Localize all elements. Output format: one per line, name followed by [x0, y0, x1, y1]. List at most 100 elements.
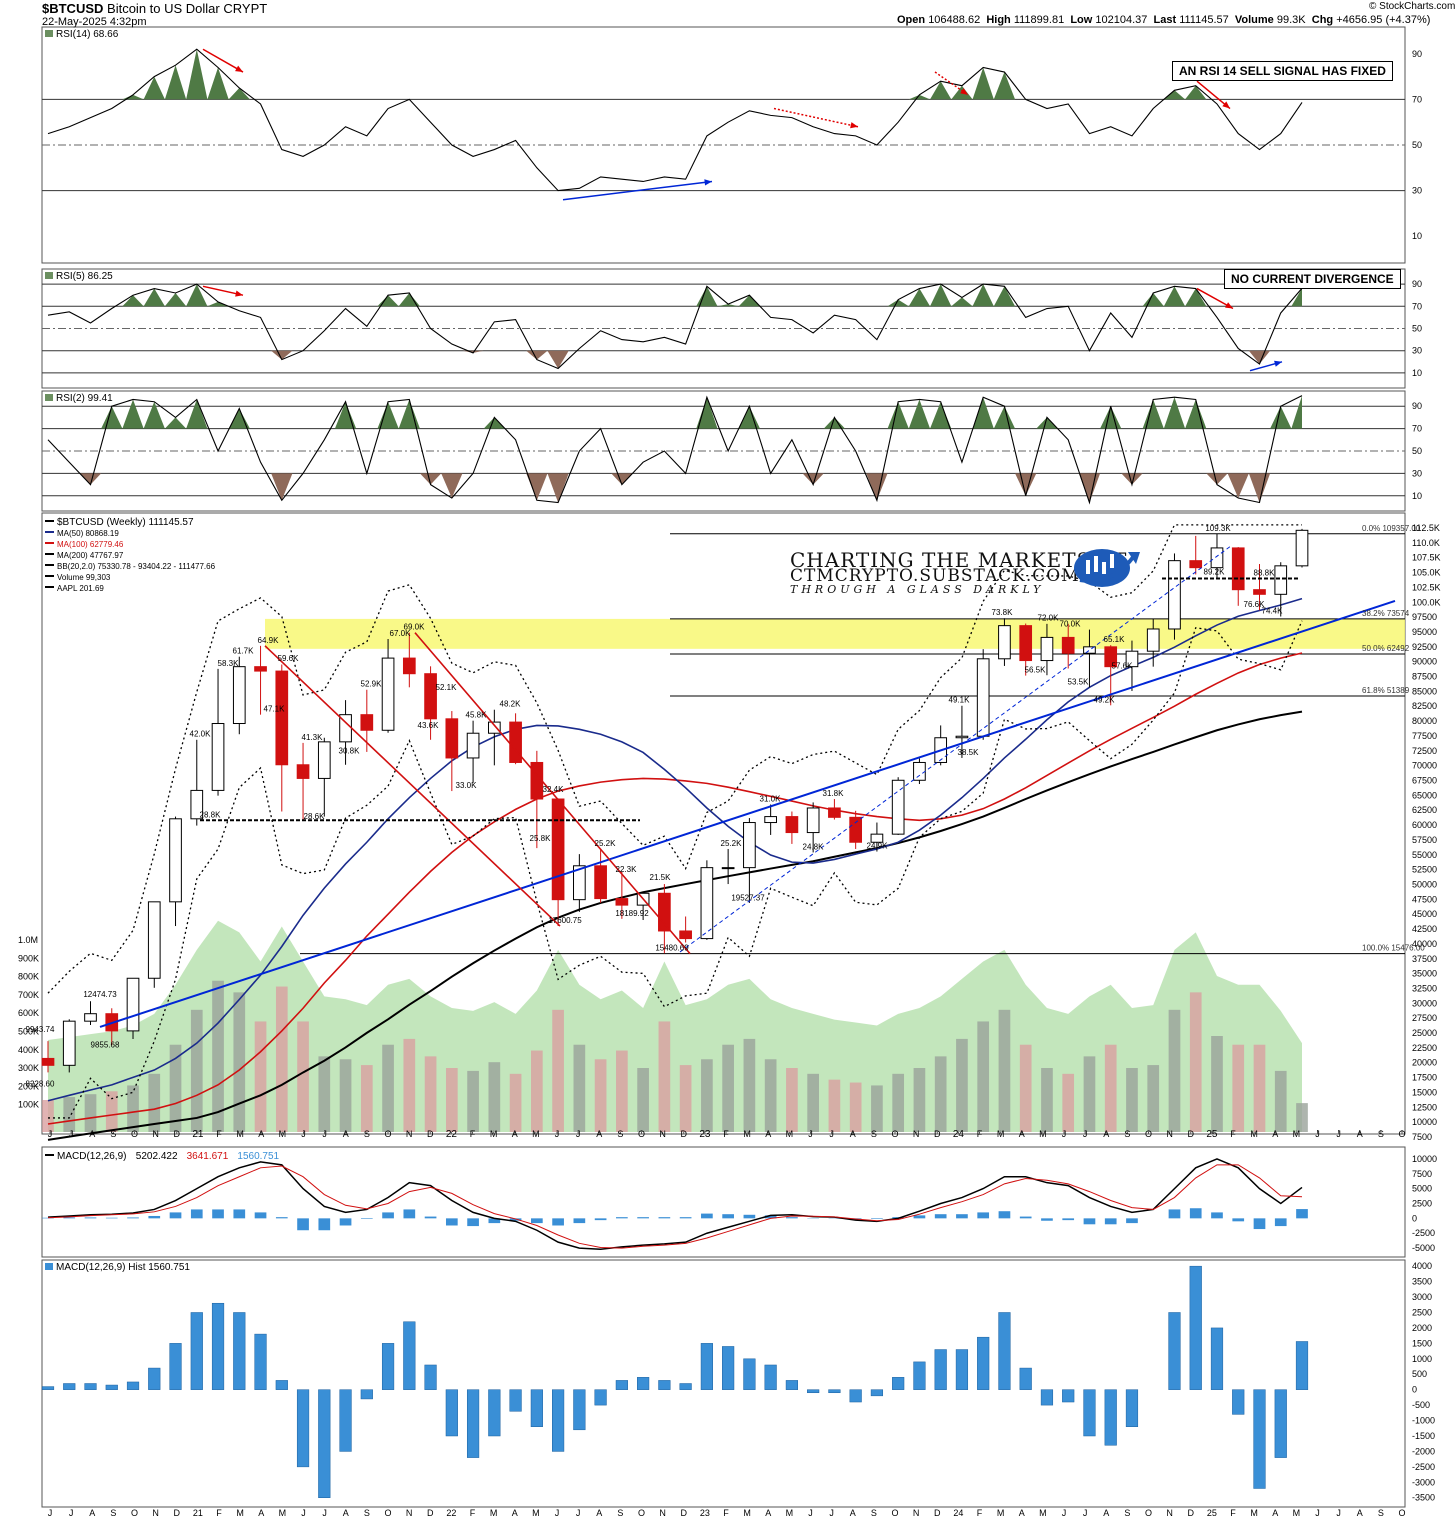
x-axis-tick: A — [596, 1129, 602, 1139]
price-point-label: 9943.74 — [26, 1025, 55, 1034]
volume-ytick: 100K — [18, 1100, 39, 1110]
hist-ytick: 2500 — [1412, 1307, 1432, 1317]
macd-histogram-bar — [297, 1218, 309, 1231]
rsi5-ytick: 50 — [1412, 324, 1422, 334]
x-axis-tick: D — [1188, 1129, 1195, 1139]
x-axis-tick-bottom: A — [343, 1508, 349, 1518]
price-ytick: 97500 — [1412, 612, 1437, 622]
volume-bar — [318, 1056, 331, 1132]
hist-ytick: -1500 — [1412, 1431, 1435, 1441]
volume-label: Volume — [1234, 14, 1274, 26]
candle-body — [1019, 625, 1033, 662]
volume-bar — [169, 1044, 182, 1132]
macd-signal-line — [47, 1164, 1303, 1249]
support-trendline — [99, 599, 1396, 1028]
rsi2-ytick: 90 — [1412, 401, 1422, 411]
volume-bar — [297, 1021, 309, 1132]
price-ytick: 52500 — [1412, 865, 1437, 875]
price-point-label: 28.8K — [200, 810, 222, 819]
macd-histogram-bar — [913, 1215, 926, 1219]
x-axis-tick-bottom: O — [1145, 1508, 1152, 1518]
price-point-label: 61.7K — [233, 647, 255, 656]
volume-ytick: 200K — [18, 1081, 39, 1091]
x-axis-tick: S — [1378, 1129, 1384, 1139]
rsi14-divergence-arrow-head — [850, 122, 858, 129]
x-axis-tick-bottom: D — [1188, 1508, 1195, 1518]
price-point-label: 24.9K — [867, 842, 889, 851]
hist-bar — [41, 1386, 55, 1390]
x-axis-tick-bottom: J — [1336, 1508, 1341, 1518]
macd-histogram-bar — [1041, 1218, 1053, 1221]
x-axis-tick: J — [576, 1129, 581, 1139]
symbol-header: $BTCUSD Bitcoin to US Dollar CRYPT — [42, 1, 267, 16]
price-point-label: 9855.68 — [91, 1041, 120, 1050]
x-axis-tick: S — [1124, 1129, 1130, 1139]
volume-bar — [275, 986, 288, 1132]
hist-bar — [445, 1389, 458, 1437]
x-axis-tick-bottom: M — [279, 1508, 287, 1518]
downtrend-line — [264, 645, 561, 927]
volume-bar — [573, 1044, 586, 1132]
candle-body — [721, 867, 735, 870]
x-axis-tick-bottom: D — [934, 1508, 941, 1518]
x-axis-tick: D — [681, 1129, 688, 1139]
price-ytick: 20000 — [1412, 1058, 1437, 1068]
candle-body — [1168, 560, 1181, 630]
x-axis-tick-bottom: A — [89, 1508, 95, 1518]
volume-bar — [1147, 1065, 1160, 1132]
x-axis-tick-bottom: N — [406, 1508, 413, 1518]
x-axis-tick-bottom: O — [1398, 1508, 1405, 1518]
x-axis-tick: F — [1230, 1129, 1236, 1139]
x-axis-tick: 23 — [699, 1129, 711, 1140]
candle-body — [84, 1013, 97, 1022]
x-axis-tick-bottom: J — [322, 1508, 327, 1518]
macd-histogram-bar — [1189, 1208, 1202, 1219]
x-axis-tick: N — [152, 1129, 159, 1139]
hist-bar — [296, 1389, 310, 1468]
price-legend-entry: AAPL 201.69 — [57, 584, 104, 593]
candle-body — [381, 657, 395, 731]
x-axis-tick: A — [343, 1129, 349, 1139]
candle-body — [785, 816, 799, 834]
hist-bar — [828, 1389, 841, 1394]
price-ytick: 70000 — [1412, 761, 1437, 771]
ma50-line — [47, 597, 1303, 1102]
hist-bar — [998, 1312, 1011, 1390]
x-axis-tick-bottom: A — [1019, 1508, 1025, 1518]
volume-value: 99.3K — [1276, 14, 1306, 26]
volume-bar — [382, 1044, 394, 1132]
volume-bar — [977, 1021, 990, 1132]
price-point-label: 73.8K — [992, 608, 1014, 617]
hist-bar — [977, 1336, 990, 1390]
price-point-label: 25.2K — [595, 839, 617, 848]
macd-histogram-bar — [764, 1215, 777, 1219]
hist-bar — [1040, 1389, 1054, 1406]
hist-bar — [1168, 1312, 1181, 1390]
hist-bar — [1062, 1389, 1075, 1403]
candle-body — [998, 625, 1011, 660]
fib-label: 0.0% 109357.00 — [1362, 524, 1421, 533]
macd-histogram-bar — [445, 1218, 458, 1226]
low-label: Low — [1070, 14, 1093, 26]
macd-histogram-bar — [360, 1218, 373, 1219]
volume-ytick: 600K — [18, 1008, 39, 1018]
price-point-label: 52.9K — [361, 680, 383, 689]
macd-histogram-bar — [743, 1214, 756, 1219]
x-axis-tick-bottom: F — [470, 1508, 476, 1518]
candle-body — [487, 721, 501, 734]
macd-histogram-bar — [339, 1218, 352, 1226]
price-ytick: 47500 — [1412, 894, 1437, 904]
x-axis-tick: A — [850, 1129, 856, 1139]
price-ytick: 107.5K — [1412, 553, 1441, 563]
candle-body — [360, 714, 374, 731]
x-axis-tick-bottom: M — [1039, 1508, 1047, 1518]
rsi5-overbought-fill — [122, 284, 1302, 307]
volume-bar — [1126, 1068, 1138, 1132]
x-axis-tick-bottom: J — [301, 1508, 306, 1518]
price-point-label: 56.5K — [1025, 666, 1047, 675]
candle-body — [1253, 589, 1266, 595]
rsi14-legend-swatch — [45, 30, 53, 37]
candle-body — [424, 673, 437, 720]
volume-bar — [1296, 1103, 1308, 1132]
x-axis-tick: 24 — [953, 1129, 965, 1140]
